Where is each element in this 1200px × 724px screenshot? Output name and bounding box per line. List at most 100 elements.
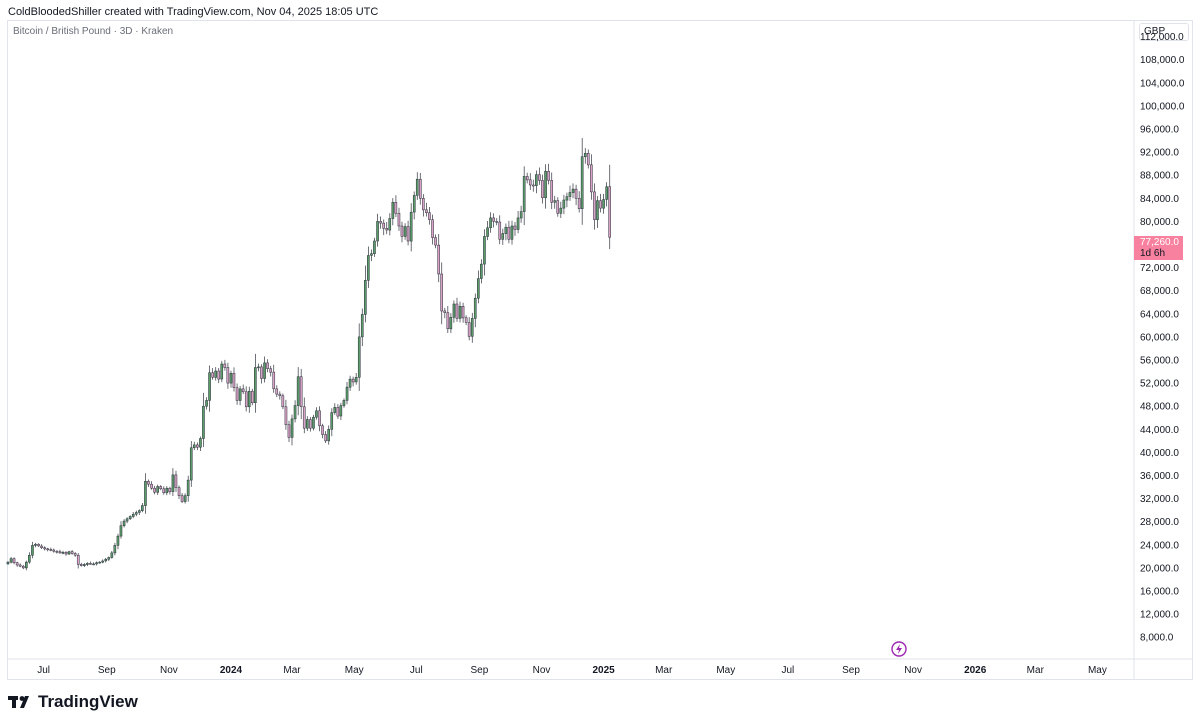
candle-body <box>306 419 309 429</box>
candle-body <box>241 388 245 393</box>
candle-body <box>391 202 395 219</box>
candle-body <box>6 561 10 565</box>
candle-body <box>452 303 456 318</box>
y-tick-label: 28,000.0 <box>1140 517 1179 528</box>
candle-body <box>458 306 462 319</box>
candle-body <box>281 395 285 408</box>
price-axis[interactable]: 112,000.0 108,000.0 104,000.0 100,000.0 96,0… <box>1140 32 1185 644</box>
candle-body <box>519 211 523 219</box>
y-tick-label: 44,000.0 <box>1140 425 1179 436</box>
candle-body <box>9 558 13 563</box>
candle-body <box>443 310 447 313</box>
x-tick-label: Nov <box>904 665 922 676</box>
candle-body <box>428 212 431 220</box>
y-tick-label: 92,000.0 <box>1140 148 1179 159</box>
candle-body <box>495 221 498 223</box>
candle-body <box>192 444 196 449</box>
candle-body <box>348 378 352 388</box>
candle-body <box>189 447 193 481</box>
candle-body <box>208 372 211 401</box>
candle-body <box>144 481 147 506</box>
candle-body <box>95 562 98 565</box>
candle-body <box>318 410 321 427</box>
candle-body <box>577 198 581 209</box>
x-tick-label: Sep <box>471 665 489 676</box>
candle-body <box>547 170 550 181</box>
candle-body <box>162 488 166 494</box>
y-tick-label: 112,000.0 <box>1140 32 1184 43</box>
y-tick-label: 100,000.0 <box>1140 101 1185 112</box>
lightning-bolt-icon[interactable] <box>891 641 907 657</box>
candle-body <box>83 564 86 566</box>
candle-body <box>382 222 385 229</box>
x-tick-label: May <box>1088 665 1107 676</box>
candle-body <box>79 564 83 566</box>
candle-body <box>92 563 95 566</box>
candle-body <box>89 563 92 565</box>
candle-body <box>599 200 602 209</box>
candle-body <box>76 554 80 565</box>
candle-body <box>513 225 517 230</box>
candle-body <box>67 551 71 555</box>
candle-body <box>608 186 611 238</box>
candle-body <box>596 200 599 220</box>
candle-body <box>40 545 43 548</box>
candle-body <box>43 547 46 550</box>
candle-body <box>299 376 303 407</box>
candle-body <box>18 564 22 567</box>
candle-body <box>532 184 535 187</box>
y-tick-label: 68,000.0 <box>1140 286 1179 297</box>
candle-body <box>345 386 349 401</box>
candle-body <box>477 278 480 299</box>
y-tick-label: 32,000.0 <box>1140 494 1179 505</box>
candle-body <box>25 561 28 569</box>
candle-body <box>461 306 465 319</box>
time-axis[interactable]: Jul Sep Nov 2024 Mar May Jul Sep Nov 2025 Mar May Ju… <box>37 665 1107 676</box>
candle-body <box>278 393 282 397</box>
candle-body <box>220 363 224 380</box>
currency-selector[interactable]: GBP <box>1139 23 1189 41</box>
candle-body <box>470 318 474 337</box>
candle-body <box>440 273 443 312</box>
candle-body <box>467 322 471 337</box>
candle-body <box>251 390 254 404</box>
x-tick-label: Sep <box>842 665 860 676</box>
candle-body <box>541 180 544 198</box>
last-price-value: 77,260.0 <box>1140 237 1179 248</box>
candle-body <box>544 170 547 199</box>
last-price-tag: 77,260.0 1d 6h <box>1134 236 1183 260</box>
candle-body <box>21 565 25 569</box>
candle-body <box>501 233 505 240</box>
candle-body <box>113 545 117 554</box>
symbol-title[interactable]: Bitcoin / British Pound · 3D · Kraken <box>13 26 174 37</box>
candle-body <box>446 312 450 330</box>
candle-body <box>177 487 181 496</box>
chart-frame <box>7 20 1193 680</box>
bar-countdown: 1d 6h <box>1140 248 1166 259</box>
candle-body <box>131 513 135 517</box>
candle-body <box>49 549 53 551</box>
candle-body <box>128 516 132 520</box>
candle-body <box>364 280 367 315</box>
candle-body <box>52 549 56 552</box>
candle-body <box>357 336 361 378</box>
candle-body <box>211 372 214 378</box>
candle-body <box>284 406 288 425</box>
candle-body <box>498 221 502 240</box>
candle-body <box>342 400 346 406</box>
tradingview-logo[interactable]: TradingView <box>8 692 138 712</box>
candle-body <box>73 553 77 556</box>
candle-body <box>296 376 300 406</box>
candle-body <box>602 199 605 209</box>
candle-body <box>535 174 538 186</box>
candle-body <box>483 236 486 265</box>
candle-body <box>528 179 532 186</box>
candle-body <box>263 362 266 379</box>
candle-body <box>522 176 526 212</box>
candle-body <box>574 188 578 199</box>
candle-body <box>122 520 126 526</box>
y-tick-label: 72,000.0 <box>1140 263 1179 274</box>
x-tick-label: Jul <box>37 665 50 676</box>
candle-body <box>275 388 279 395</box>
